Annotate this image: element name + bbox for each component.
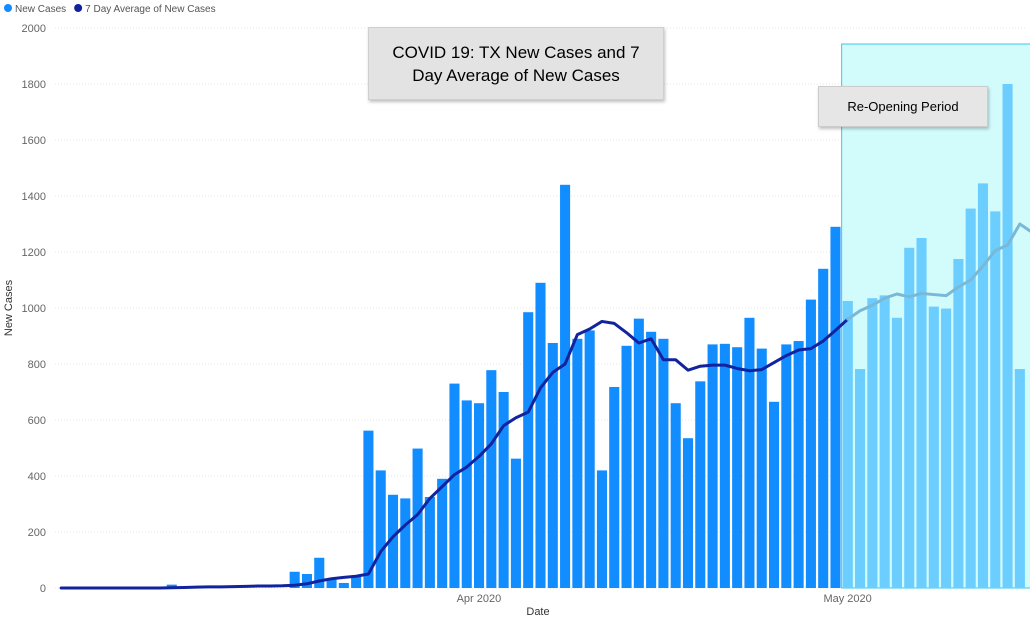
new-cases-bar <box>510 458 521 588</box>
y-tick-label: 1000 <box>22 303 46 315</box>
new-cases-bar <box>338 582 349 588</box>
new-cases-bar <box>1002 84 1013 588</box>
y-tick-label: 200 <box>28 527 46 539</box>
new-cases-bar <box>855 369 866 588</box>
new-cases-bar <box>633 318 644 588</box>
seven-day-average-line <box>59 222 1030 590</box>
new-cases-bar <box>830 226 841 589</box>
new-cases-bar <box>744 317 755 588</box>
new-cases-bar <box>867 298 878 588</box>
new-cases-bar <box>326 579 337 588</box>
new-cases-bar <box>498 392 509 588</box>
new-cases-bar <box>916 238 927 588</box>
new-cases-bar <box>486 370 497 588</box>
new-cases-bar <box>818 268 829 588</box>
new-cases-bar <box>941 308 952 588</box>
new-cases-bar <box>547 343 558 588</box>
new-cases-bar <box>461 400 472 588</box>
y-tick-label: 600 <box>28 415 46 427</box>
new-cases-bar <box>658 338 669 588</box>
y-tick-label: 1600 <box>22 135 46 147</box>
new-cases-bar <box>879 295 890 588</box>
new-cases-bar <box>572 338 583 588</box>
chart-title: COVID 19: TX New Cases and 7 Day Average… <box>368 27 664 100</box>
new-cases-bar <box>781 344 792 588</box>
new-cases-bar <box>412 448 423 588</box>
new-cases-bar <box>363 430 374 588</box>
new-cases-bar <box>523 312 534 588</box>
new-cases-bar <box>719 343 730 588</box>
seven-day-average-line-reopening <box>846 222 1030 321</box>
new-cases-bar <box>437 478 448 588</box>
new-cases-bar <box>289 571 300 588</box>
legend-entry-label: 7 Day Average of New Cases <box>85 4 215 15</box>
y-tick-label: 0 <box>40 583 46 595</box>
new-cases-bar <box>904 247 915 589</box>
new-cases-bar <box>314 557 325 588</box>
x-tick-label: Apr 2020 <box>457 593 502 605</box>
legend-marker <box>74 4 83 12</box>
legend: New Cases 7 Day Average of New Cases <box>4 4 216 15</box>
y-tick-label: 1800 <box>22 79 46 91</box>
new-cases-bar <box>891 317 902 588</box>
new-cases-bar <box>387 494 399 588</box>
new-cases-bar <box>928 306 939 588</box>
new-cases-bar <box>793 341 804 588</box>
new-cases-bar <box>621 345 632 588</box>
reopening-period-label: Re-Opening Period <box>818 86 988 127</box>
y-axis-ticks: 0 200 400 600 800 1000 1200 1400 1600 1800 2000 <box>22 23 46 595</box>
new-cases-bar <box>560 184 571 589</box>
new-cases-bar <box>474 403 485 588</box>
y-axis-title: New Cases <box>3 279 15 336</box>
new-cases-bar <box>707 344 718 588</box>
new-cases-bar <box>424 497 435 588</box>
new-cases-bar <box>535 282 546 588</box>
new-cases-bar <box>400 498 411 588</box>
new-cases-bar <box>646 331 657 588</box>
new-cases-bar <box>965 208 976 588</box>
new-cases-bar <box>449 383 460 588</box>
new-cases-bars <box>166 84 1025 589</box>
new-cases-bar <box>977 183 989 588</box>
new-cases-bar <box>351 575 362 588</box>
new-cases-bar <box>682 438 694 588</box>
x-axis-ticks: Apr 2020 May 2020 <box>457 593 872 605</box>
legend-marker <box>4 4 12 12</box>
seven-day-average-line-pre-reopening <box>59 317 850 590</box>
new-cases-bar <box>990 211 1001 588</box>
new-cases-bar <box>584 330 595 588</box>
new-cases-bar <box>375 470 386 588</box>
new-cases-bar <box>756 348 767 588</box>
new-cases-bar <box>670 403 681 588</box>
new-cases-bar <box>768 401 780 588</box>
y-tick-label: 800 <box>28 359 46 371</box>
legend-entry-label: New Cases <box>15 4 66 15</box>
new-cases-bar <box>842 301 853 588</box>
new-cases-bar <box>596 470 607 588</box>
x-axis-title: Date <box>526 606 549 618</box>
new-cases-bar <box>732 347 743 588</box>
x-tick-label: May 2020 <box>823 593 871 605</box>
new-cases-bar <box>609 386 620 588</box>
y-tick-label: 2000 <box>22 23 46 35</box>
new-cases-bar <box>695 381 706 588</box>
new-cases-bar <box>953 259 964 588</box>
new-cases-bar <box>805 299 816 588</box>
new-cases-bar <box>1014 369 1025 588</box>
y-tick-label: 400 <box>28 471 46 483</box>
new-cases-bar <box>301 574 313 588</box>
y-tick-label: 1200 <box>22 247 46 259</box>
y-tick-label: 1400 <box>22 191 46 203</box>
